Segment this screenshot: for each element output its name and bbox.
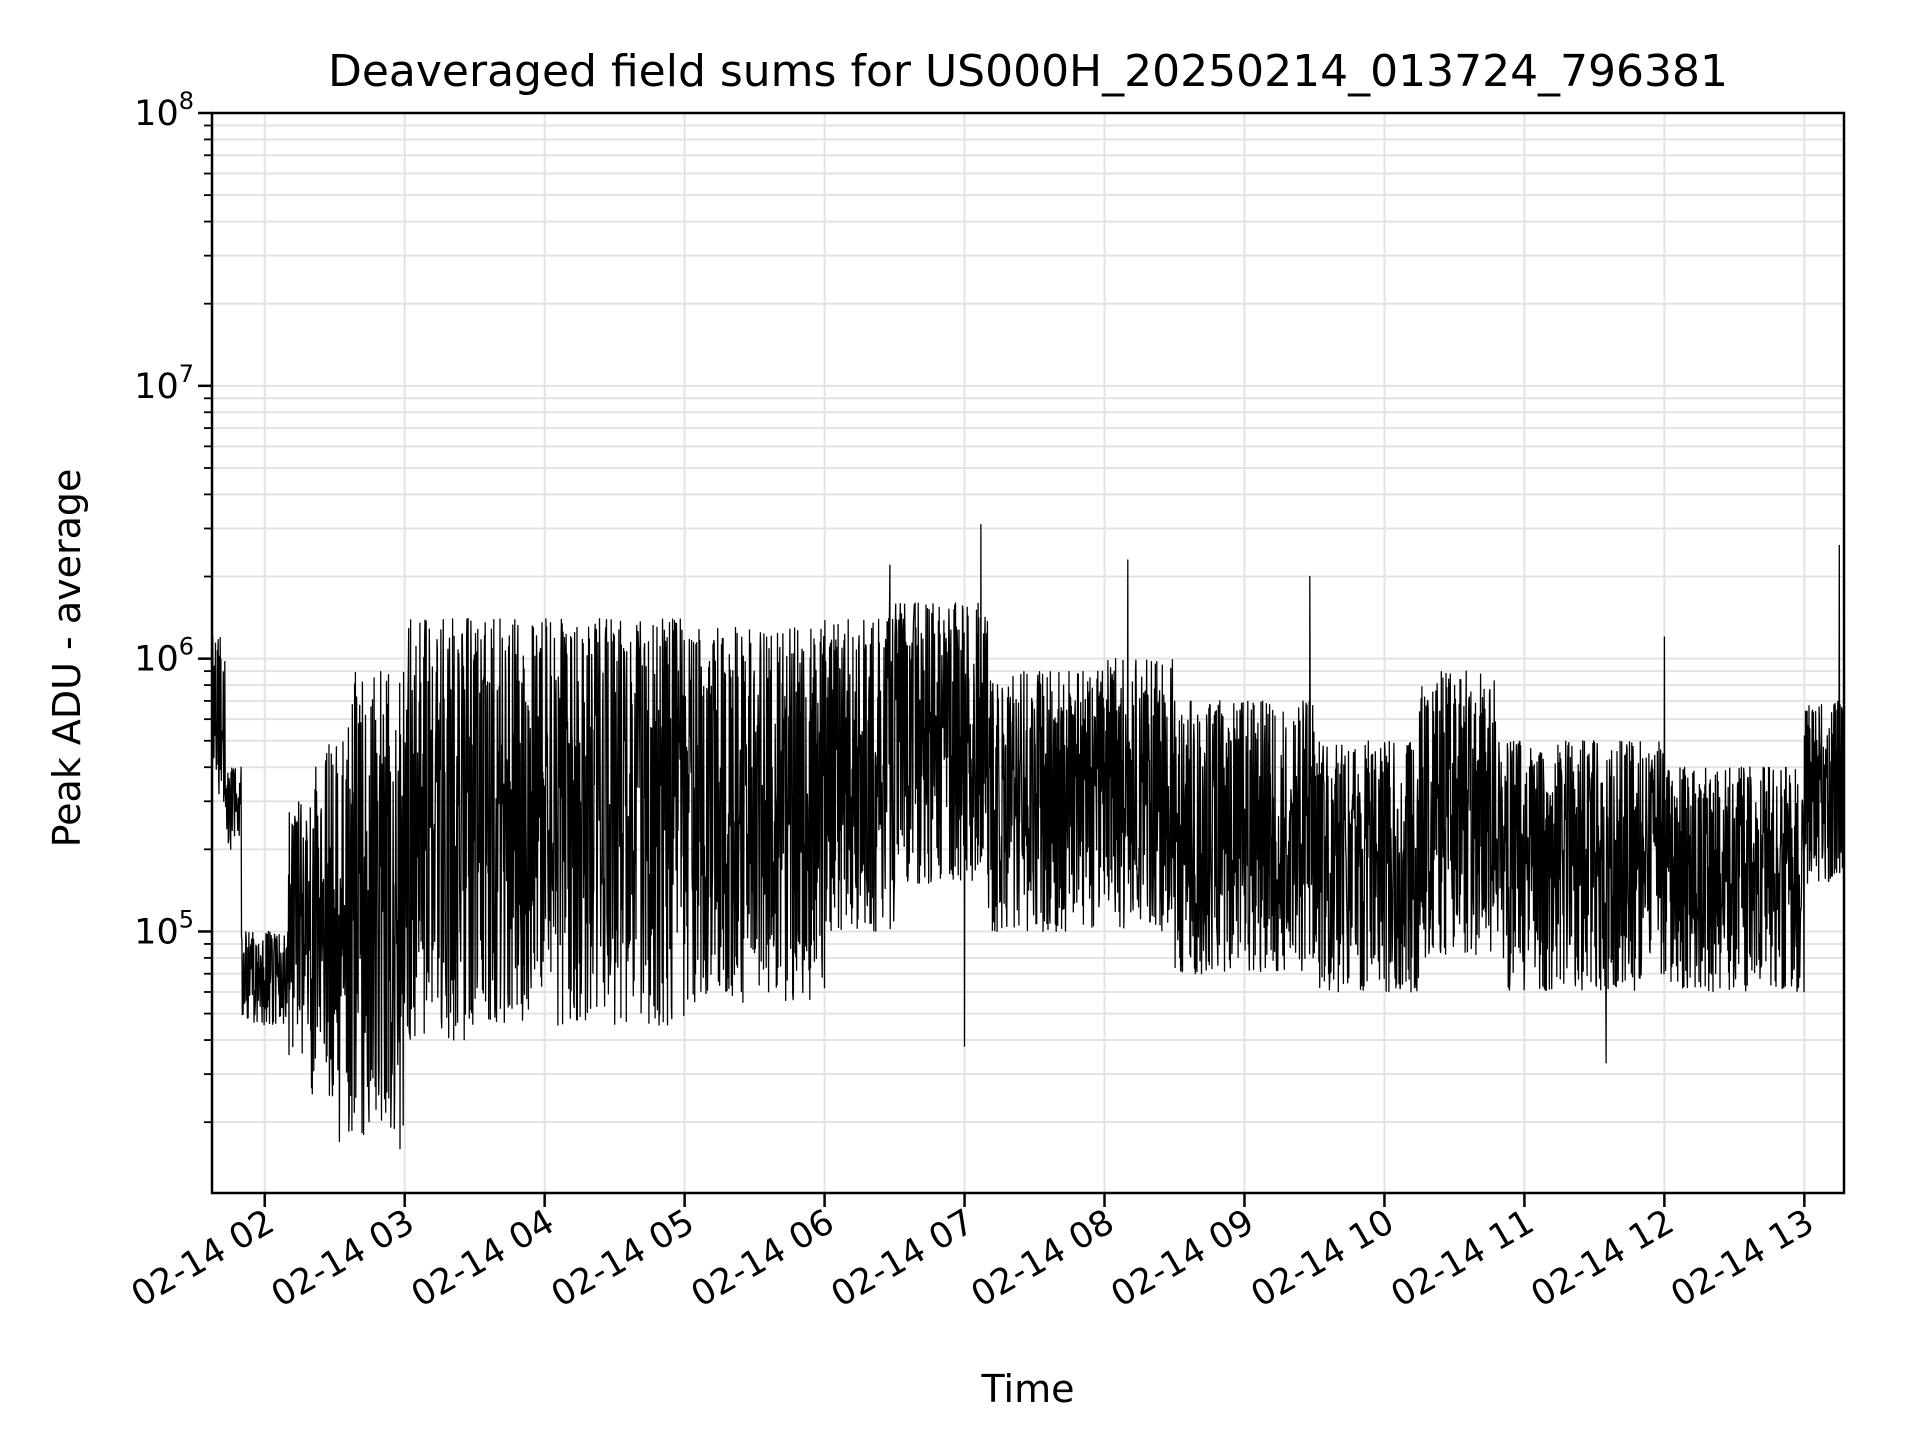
y-tick-base: 10 [134,94,179,134]
x-tick-label: 02-14 08 [965,1202,1121,1315]
series-layer [211,523,1845,1150]
y-tick-base: 10 [134,640,179,680]
grid-layer [212,113,1844,1193]
y-tick-base: 10 [134,912,179,952]
y-tick-label: 106 [134,633,194,680]
x-tick-label: 02-14 07 [825,1202,981,1315]
y-tick-exponent: 6 [179,633,194,661]
y-tick-label: 107 [134,360,194,407]
y-tick-label: 108 [134,87,194,134]
x-tick-label: 02-14 09 [1105,1202,1261,1315]
x-tick-label: 02-14 06 [685,1202,841,1315]
x-tick-label: 02-14 10 [1245,1202,1401,1315]
y-tick-label: 105 [134,905,194,952]
x-axis-label: Time [981,1367,1075,1411]
x-tick-label: 02-14 12 [1525,1202,1681,1315]
x-tick-label: 02-14 13 [1665,1202,1821,1315]
y-axis-label: Peak ADU - average [45,469,89,848]
y-tick-exponent: 7 [179,360,194,388]
x-tick-label: 02-14 03 [265,1202,421,1315]
y-tick-exponent: 8 [179,87,194,115]
x-tick-label: 02-14 04 [405,1202,561,1315]
x-tick-label: 02-14 05 [545,1202,701,1315]
y-tick-base: 10 [134,367,179,407]
chart-title: Deaveraged field sums for US000H_2025021… [328,46,1728,97]
y-tick-exponent: 5 [179,905,194,933]
series-line [211,523,1845,1150]
plot-frame [210,111,1846,1195]
x-tick-label: 02-14 11 [1385,1202,1541,1315]
x-tick-label: 02-14 02 [125,1202,281,1315]
